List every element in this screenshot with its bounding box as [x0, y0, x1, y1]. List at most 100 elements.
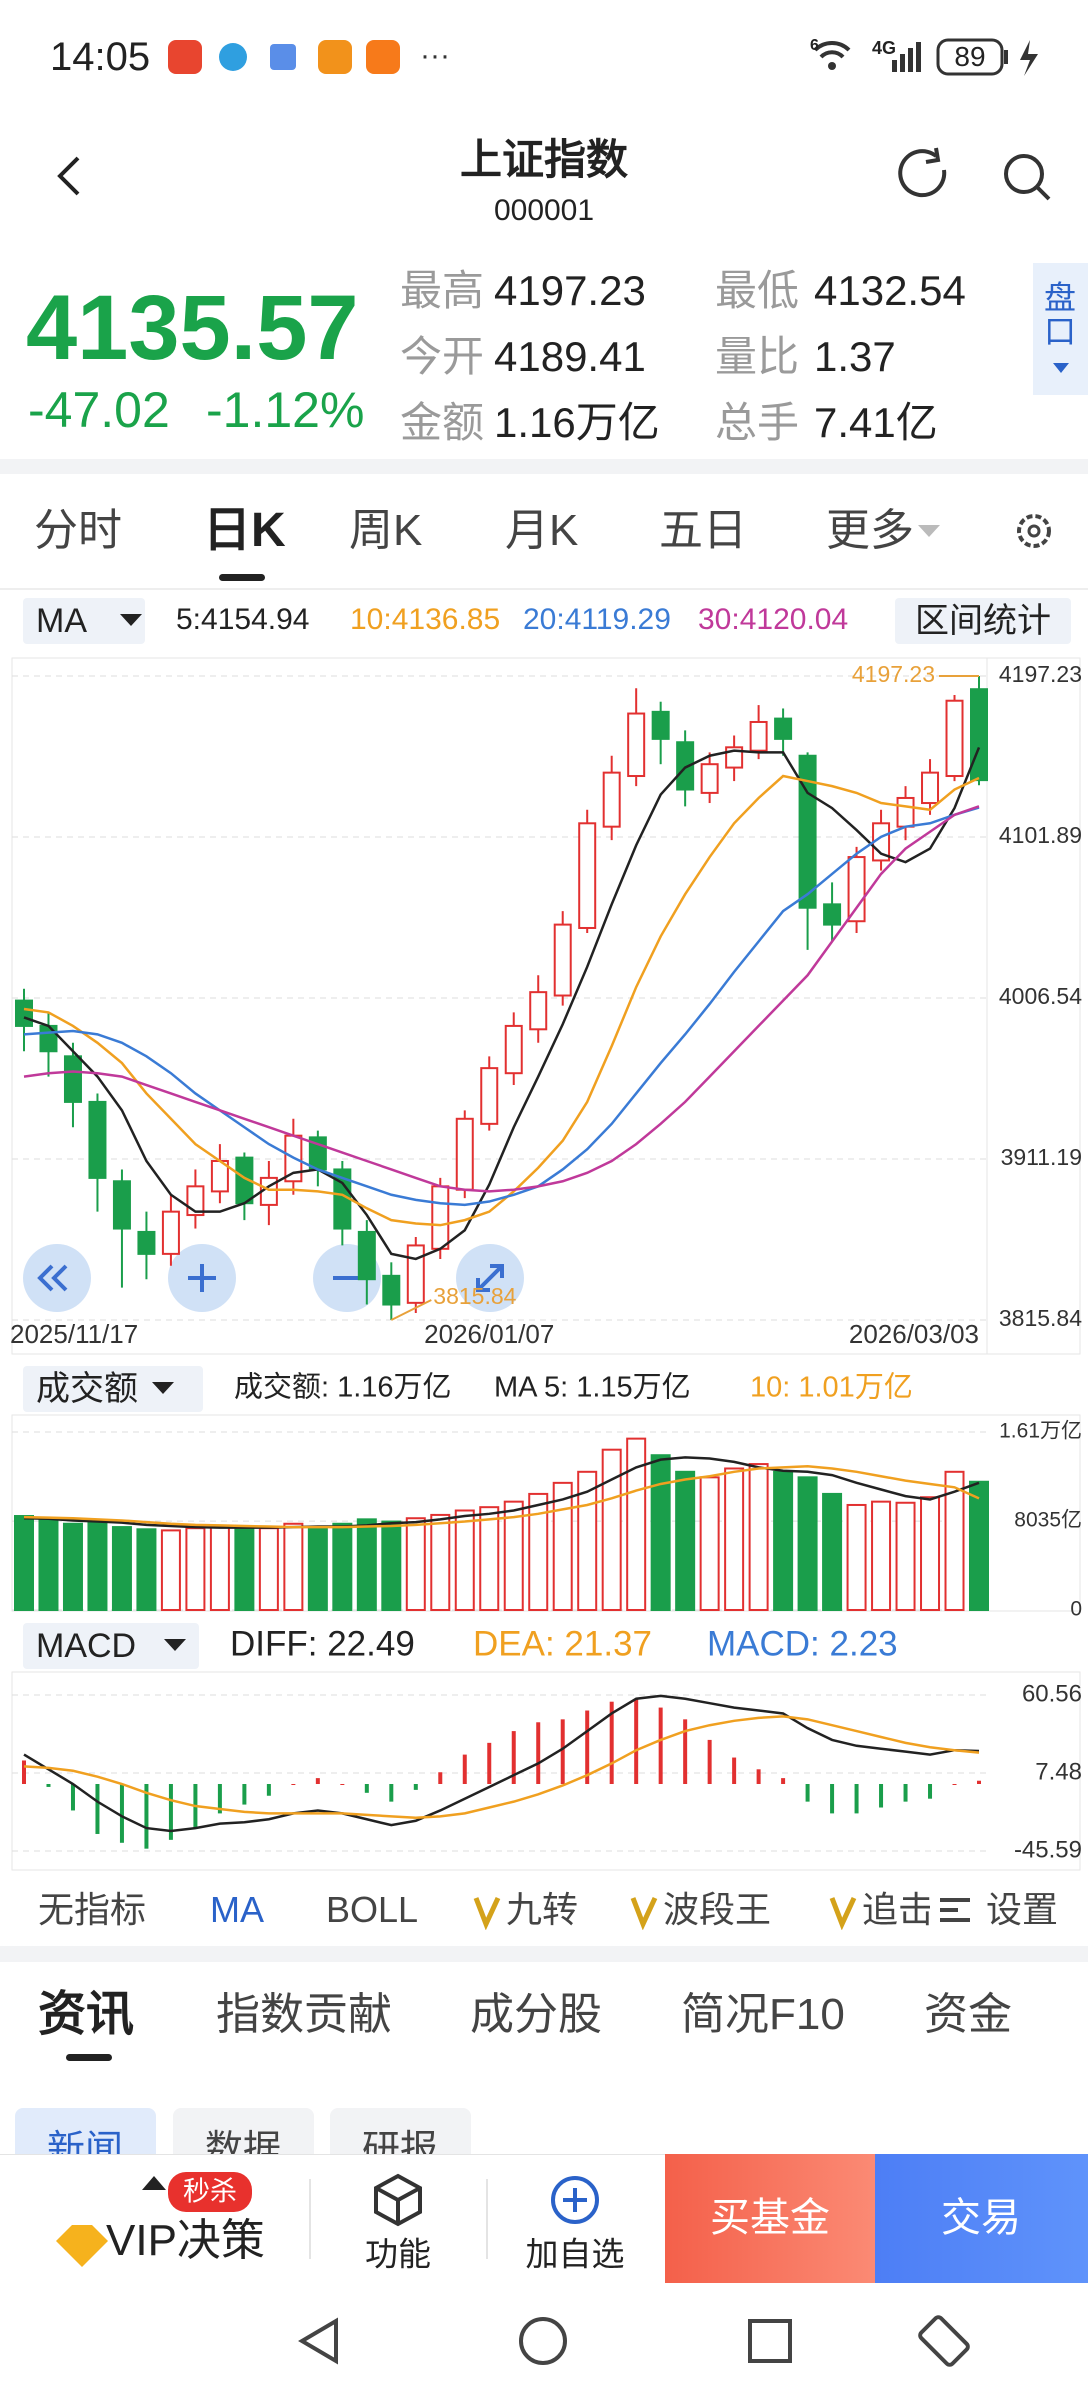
high-label: 4197.23	[852, 661, 935, 687]
indicator[interactable]: 九转	[506, 1889, 579, 1930]
line	[23, 1715, 980, 1820]
indicator-active[interactable]: MA	[210, 1889, 264, 1930]
macd-bar	[511, 1731, 516, 1785]
volume-bar	[920, 1496, 941, 1612]
vip-label[interactable]: VIP决策	[106, 2216, 265, 2265]
macd-bar	[928, 1784, 933, 1799]
section-tab[interactable]: 指数贡献	[216, 1990, 392, 2039]
volume-bar	[136, 1528, 157, 1611]
side-button-label: 盘口	[1043, 279, 1076, 349]
candle-body	[88, 1100, 107, 1179]
candle-body	[529, 991, 548, 1031]
stat-label: 量比	[715, 333, 800, 380]
section-tab[interactable]: 成分股	[470, 1990, 602, 2039]
macd-bar	[732, 1757, 737, 1785]
tab[interactable]: 五日	[659, 506, 747, 555]
candle-body	[406, 1244, 425, 1304]
macd-bar	[854, 1784, 859, 1814]
nav-home[interactable]	[519, 2317, 567, 2365]
volume-bar	[969, 1480, 989, 1612]
y-tick-label: 4101.89	[999, 822, 1082, 848]
legend-entry: 10: 1.01万亿	[750, 1371, 913, 1404]
candle-body	[627, 712, 646, 778]
settings-button[interactable]	[1017, 514, 1051, 548]
line	[23, 746, 981, 1261]
header-icons	[57, 147, 1051, 201]
buy-fund-button[interactable]	[665, 2154, 875, 2283]
volume-bar	[234, 1528, 255, 1611]
candle-body	[455, 1117, 474, 1191]
volume-summary: 成交额: 1.16万亿	[234, 1371, 452, 1404]
section-tab-active[interactable]: 资讯	[38, 1988, 135, 2041]
range-stats-button[interactable]	[895, 598, 1071, 644]
volume-bar	[258, 1527, 279, 1611]
y-tick-label: 1.61万亿	[999, 1420, 1082, 1443]
back-button[interactable]	[57, 156, 80, 196]
macd-bar	[217, 1784, 222, 1814]
indicator-clip: 追击	[862, 1888, 930, 1932]
indicator[interactable]: 波段王	[663, 1889, 772, 1930]
candle-body	[382, 1274, 401, 1306]
low-label: 3815.84	[433, 1283, 516, 1309]
tab[interactable]: 周K	[349, 506, 423, 555]
function-label[interactable]: 功能	[365, 2235, 431, 2273]
search-button[interactable]	[1004, 154, 1044, 194]
nav-back[interactable]	[298, 2317, 338, 2365]
svg-text:···: ···	[420, 39, 450, 72]
header-code: 000001	[493, 194, 595, 227]
candle-body	[798, 754, 817, 909]
candle-body	[357, 1230, 376, 1281]
trade-button[interactable]	[875, 2154, 1088, 2283]
macd-bar	[291, 1784, 296, 1786]
volume-bar	[699, 1476, 720, 1612]
candle-body	[945, 699, 964, 778]
divider	[0, 588, 1088, 590]
legend-entry: 10:4136.85	[350, 603, 500, 636]
macd-bar	[144, 1784, 149, 1849]
volume-title: 成交额	[36, 1370, 138, 1408]
section-tab[interactable]: 简况F10	[681, 1990, 845, 2039]
stat-label: 最低	[715, 267, 800, 314]
refresh-button[interactable]	[898, 149, 947, 198]
macd-bar	[756, 1769, 761, 1785]
function-icon[interactable]	[374, 2173, 422, 2227]
macd-bar	[952, 1784, 957, 1786]
line	[23, 774, 980, 1227]
candle-body	[480, 1067, 499, 1125]
volume-bar	[14, 1515, 34, 1612]
indicator-settings[interactable]: 设置	[986, 1889, 1059, 1930]
tab[interactable]: 更多	[826, 506, 914, 555]
separator	[0, 459, 1088, 474]
watchlist-label[interactable]: 加自选	[525, 2235, 625, 2273]
nav-rotate[interactable]	[918, 2315, 970, 2367]
add-watchlist-icon[interactable]	[551, 2176, 599, 2224]
tab[interactable]: 分时	[34, 506, 122, 555]
indicator[interactable]: BOLL	[326, 1889, 419, 1930]
volume-bar	[895, 1501, 916, 1612]
macd-selector[interactable]	[23, 1623, 199, 1669]
ma-selector[interactable]	[23, 598, 145, 644]
candle-body	[676, 741, 695, 791]
volume-bar	[601, 1448, 622, 1612]
indicator[interactable]: 无指标	[38, 1889, 147, 1930]
volume-bar	[846, 1503, 867, 1612]
status-time: 14:05	[50, 35, 151, 79]
section-tab[interactable]: 资金	[924, 1990, 1012, 2039]
tab[interactable]: 月K	[505, 506, 579, 555]
stat-value: 1.37	[814, 333, 896, 380]
indicator[interactable]: 追击	[862, 1889, 930, 1930]
nav-recent[interactable]	[748, 2319, 792, 2363]
macd-bar	[658, 1707, 663, 1785]
volume-selector[interactable]	[23, 1366, 203, 1412]
candle-body	[504, 1024, 523, 1075]
volume-bar	[405, 1517, 426, 1612]
volume-bar	[185, 1527, 206, 1611]
side-button[interactable]	[1033, 263, 1088, 395]
ma-title: MA	[36, 602, 87, 640]
macd-bar	[683, 1719, 688, 1785]
macd-bar	[781, 1778, 786, 1784]
candle-body	[700, 763, 719, 794]
candle-body	[63, 1055, 82, 1103]
tab-active[interactable]: 日K	[203, 504, 286, 557]
